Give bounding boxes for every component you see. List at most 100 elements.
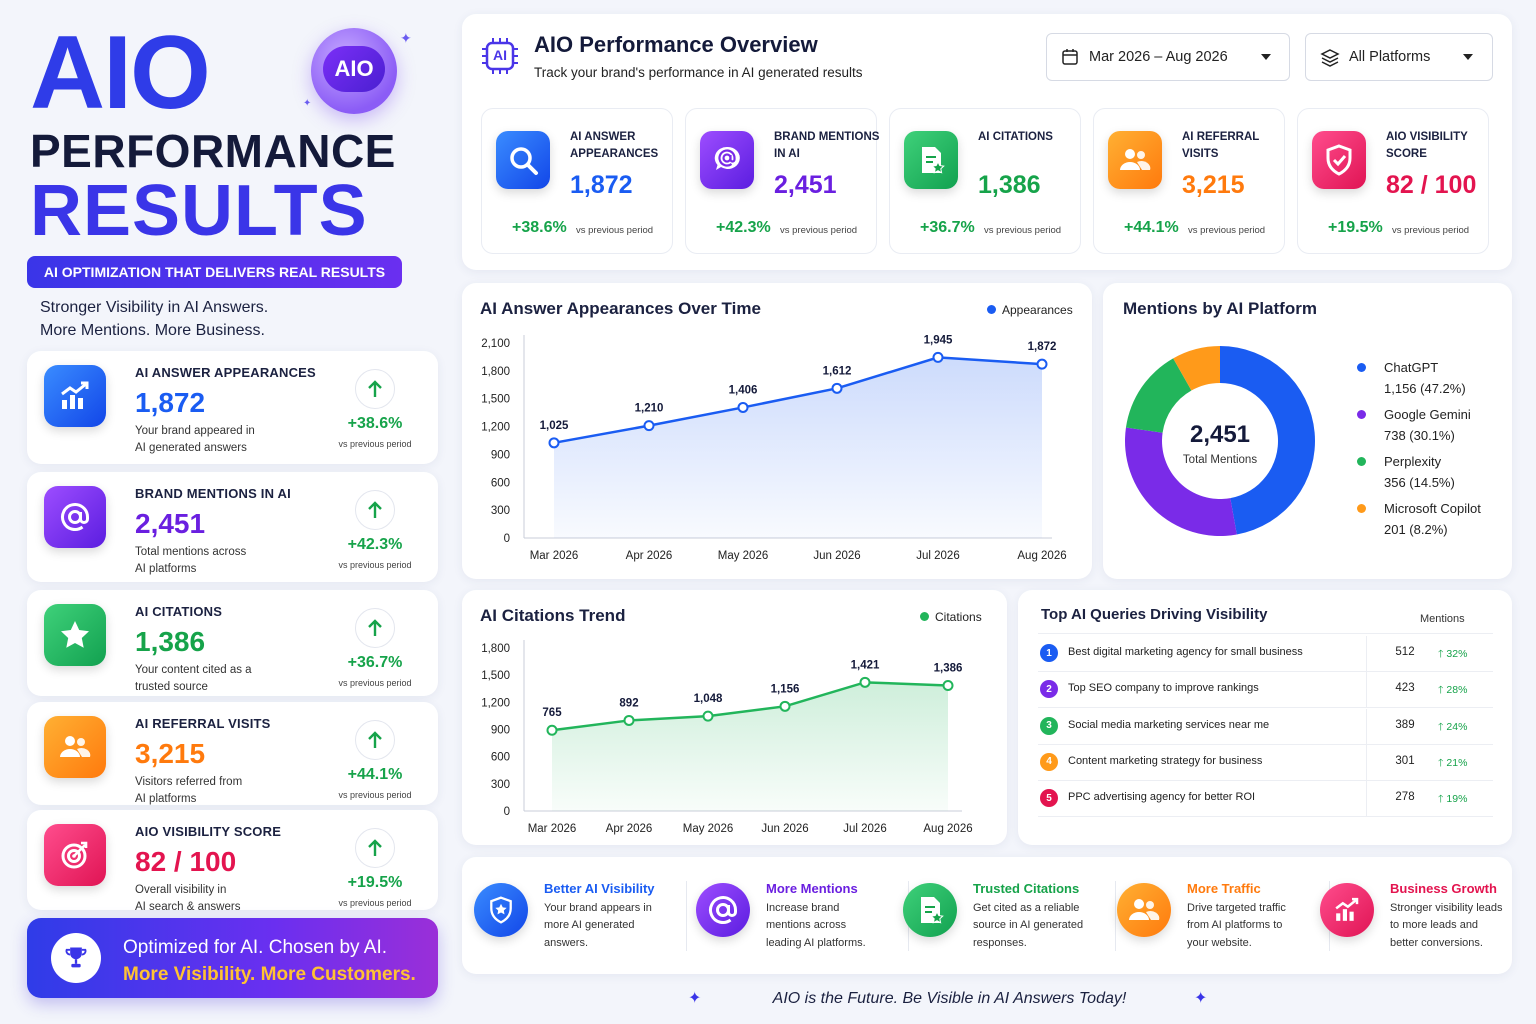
aio-badge-bubble: AIO bbox=[323, 46, 385, 92]
promo-line-1: Optimized for AI. Chosen by AI. bbox=[123, 937, 388, 958]
metric-change: +19.5% bbox=[347, 874, 403, 891]
chat-at-icon bbox=[700, 131, 754, 189]
feature-desc-line: responses. bbox=[973, 936, 1027, 949]
kpi-title: AI REFERRAL VISITS bbox=[1182, 129, 1292, 163]
date-range-select[interactable]: Mar 2026 – Aug 2026 bbox=[1046, 33, 1290, 81]
query-mentions: 423 bbox=[1395, 682, 1415, 695]
ai-chip-icon: AI bbox=[480, 36, 520, 76]
kpi-title-line: IN AI bbox=[774, 148, 800, 160]
legend-dot bbox=[1357, 410, 1366, 419]
mentions-donut-chart bbox=[1125, 346, 1315, 536]
query-change: 🡑 24% bbox=[1438, 719, 1467, 737]
query-text: Best digital marketing agency for small … bbox=[1068, 646, 1303, 658]
arrow-up-icon: 🡑 bbox=[1438, 793, 1444, 806]
legend-dot bbox=[987, 305, 996, 314]
y-tick-label: 0 bbox=[504, 806, 510, 818]
metric-title: AIO VISIBILITY SCORE bbox=[135, 824, 282, 839]
donut-legend-item: Perplexity 356 (14.5%) bbox=[1357, 451, 1455, 493]
promo-banner[interactable]: Optimized for AI. Chosen by AI. More Vis… bbox=[27, 918, 438, 998]
data-point bbox=[859, 676, 871, 688]
query-row[interactable]: 5 PPC advertising agency for better ROI … bbox=[1038, 781, 1493, 818]
feature-desc-line: Drive targeted traffic bbox=[1187, 902, 1286, 914]
metric-card[interactable]: AI ANSWER APPEARANCES 1,872 Your brand a… bbox=[27, 351, 438, 464]
series-line bbox=[551, 681, 949, 732]
arrow-up-icon: 🡑 bbox=[1438, 684, 1444, 697]
kpi-card[interactable]: AIO VISIBILITY SCORE 82 / 100 +19.5% vs p… bbox=[1297, 108, 1489, 254]
y-tick-label: 1,800 bbox=[481, 643, 510, 655]
hero-title-aio: AIO bbox=[30, 15, 211, 131]
query-change-value: 21% bbox=[1446, 756, 1468, 769]
date-range-value: Mar 2026 – Aug 2026 bbox=[1089, 49, 1228, 65]
data-point bbox=[942, 679, 954, 691]
hero-title-performance: PERFORMANCE bbox=[30, 125, 396, 177]
query-row[interactable]: 4 Content marketing strategy for busines… bbox=[1038, 744, 1493, 781]
x-tick-label: May 2026 bbox=[683, 823, 734, 835]
divider bbox=[1366, 672, 1367, 709]
legend-label: ChatGPT bbox=[1384, 360, 1439, 375]
kpi-value: 82 / 100 bbox=[1386, 171, 1477, 199]
metric-desc-line: trusted source bbox=[135, 681, 208, 693]
metric-vs-label: vs previous period bbox=[338, 560, 412, 570]
metric-desc-line: AI generated answers bbox=[135, 442, 247, 454]
metric-description: Visitors referred from AI platforms bbox=[135, 774, 285, 808]
page-subtitle: Track your brand's performance in AI gen… bbox=[534, 65, 863, 80]
document-star-icon bbox=[903, 883, 957, 937]
x-tick-label: Mar 2026 bbox=[528, 823, 577, 835]
x-tick-label: Apr 2026 bbox=[626, 550, 673, 562]
platform-select[interactable]: All Platforms bbox=[1305, 33, 1493, 81]
sparkle-icon: ✦ bbox=[1194, 990, 1208, 1007]
divider bbox=[1366, 636, 1367, 672]
kpi-title-line: AI ANSWER bbox=[570, 131, 636, 143]
metric-change: +42.3% bbox=[347, 536, 403, 553]
metric-card[interactable]: AIO VISIBILITY SCORE 82 / 100 Overall vi… bbox=[27, 810, 438, 913]
query-change-value: 24% bbox=[1446, 720, 1468, 733]
donut-center-value: 2,451 bbox=[1189, 421, 1251, 448]
x-tick-label: Aug 2026 bbox=[1017, 550, 1066, 562]
data-point bbox=[623, 714, 635, 726]
metric-card[interactable]: BRAND MENTIONS IN AI 2,451 Total mention… bbox=[27, 472, 438, 582]
metric-card[interactable]: AI REFERRAL VISITS 3,215 Visitors referr… bbox=[27, 702, 438, 805]
kpi-title-line: AI REFERRAL bbox=[1182, 131, 1260, 143]
at-sign-icon bbox=[696, 883, 750, 937]
feature-description: Increase brand mentions across leading AI … bbox=[766, 900, 896, 952]
platform-value: All Platforms bbox=[1349, 49, 1431, 65]
hero-title-results: RESULTS bbox=[30, 171, 368, 251]
query-text: Social media marketing services near me bbox=[1068, 718, 1270, 731]
legend-value: 356 (14.5%) bbox=[1384, 475, 1455, 490]
metric-title: BRAND MENTIONS IN AI bbox=[135, 486, 291, 501]
hero-panel: AIO AIO ✦ ✦ PERFORMANCE RESULTS AI OPTIM… bbox=[0, 0, 450, 1024]
query-rank: 2 bbox=[1040, 680, 1058, 699]
divider bbox=[1366, 744, 1367, 781]
legend-dot bbox=[1357, 457, 1366, 466]
metric-desc-line: AI platforms bbox=[135, 793, 197, 805]
kpi-card[interactable]: AI ANSWER APPEARANCES 1,872 +38.6% vs pre… bbox=[481, 108, 673, 254]
hero-subtitle-1: Stronger Visibility in AI Answers. bbox=[40, 299, 269, 316]
aio-badge: AIO bbox=[311, 28, 397, 114]
kpi-card[interactable]: AI REFERRAL VISITS 3,215 +44.1% vs previo… bbox=[1093, 108, 1285, 254]
kpi-vs-label: vs previous period bbox=[576, 225, 654, 236]
x-tick-label: Mar 2026 bbox=[530, 550, 579, 562]
kpi-card[interactable]: BRAND MENTIONS IN AI 2,451 +42.3% vs prev… bbox=[685, 108, 879, 254]
kpi-vs-label: vs previous period bbox=[984, 225, 1062, 236]
mentions-donut-card: Mentions by AI Platform 2,451 Total Ment… bbox=[1103, 283, 1512, 579]
feature-item: Better AI Visibility Your brand appears … bbox=[474, 857, 687, 974]
metric-description: Your brand appeared in AI generated answe… bbox=[135, 423, 285, 457]
kpi-title-line: VISITS bbox=[1182, 148, 1219, 160]
feature-desc-line: leading AI platforms. bbox=[766, 936, 866, 949]
query-row[interactable]: 1 Best digital marketing agency for smal… bbox=[1038, 636, 1493, 672]
queries-card: Top AI Queries Driving Visibility Mentio… bbox=[1018, 590, 1512, 845]
query-row[interactable]: 3 Social media marketing services near m… bbox=[1038, 708, 1493, 745]
feature-desc-line: your website. bbox=[1187, 936, 1252, 949]
feature-description: Drive targeted traffic from AI platforms … bbox=[1187, 900, 1317, 952]
query-mentions: 512 bbox=[1395, 646, 1415, 658]
metric-card[interactable]: AI CITATIONS 1,386 Your content cited as… bbox=[27, 590, 438, 696]
appearances-chart-card: AI Answer Appearances Over Time Appearan… bbox=[462, 283, 1092, 579]
kpi-title-line: SCORE bbox=[1386, 148, 1427, 160]
x-tick-label: Jul 2026 bbox=[916, 550, 959, 562]
query-row[interactable]: 2 Top SEO company to improve rankings 42… bbox=[1038, 672, 1493, 709]
data-point bbox=[546, 724, 558, 736]
data-label: 1,612 bbox=[823, 365, 852, 377]
kpi-card[interactable]: AI CITATIONS 1,386 +36.7% vs previous pe… bbox=[889, 108, 1081, 254]
donut-legend-item: Microsoft Copilot 201 (8.2%) bbox=[1357, 498, 1481, 540]
arrow-up-icon bbox=[355, 608, 395, 648]
